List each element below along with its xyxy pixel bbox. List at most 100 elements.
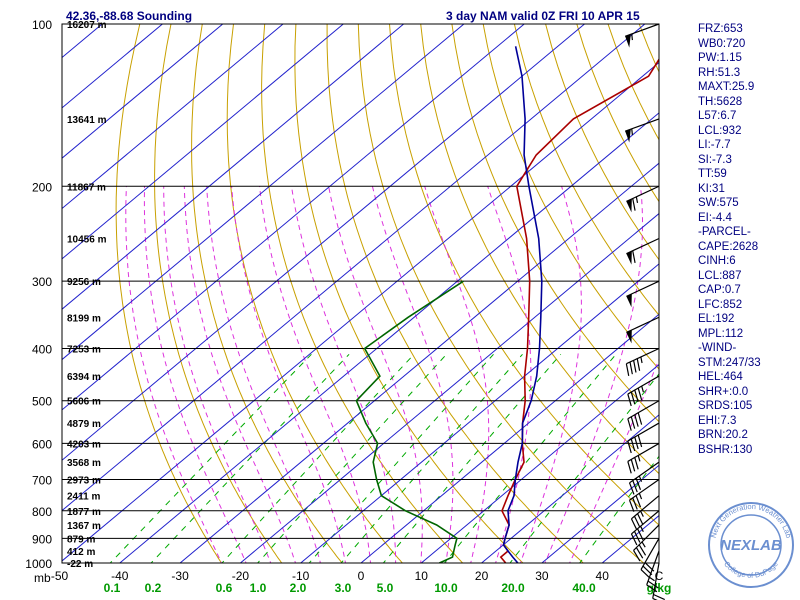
mixing-ratio-label: 10.0 — [434, 581, 458, 595]
wind-barb-full-feather — [629, 361, 633, 375]
dry-adiabat-line — [115, 24, 222, 563]
temperature-tick-label: 40 — [596, 569, 610, 583]
mixing-ratio-line — [443, 353, 617, 563]
wind-barbs — [624, 23, 665, 600]
wind-barb-shaft — [626, 347, 660, 365]
height-label: 11867 m — [67, 182, 106, 193]
dry-adiabat-line — [326, 24, 584, 563]
wind-barb-full-feather — [632, 250, 636, 264]
stability-index-item: BRN:20.2 — [698, 429, 748, 441]
moist-adiabat-line — [569, 358, 659, 563]
stability-index-item: MAXT:25.9 — [698, 81, 755, 93]
wind-barb-full-feather — [635, 478, 642, 490]
height-label: 4879 m — [67, 419, 101, 430]
wind-barb-full-feather — [634, 389, 639, 403]
temperature-tick-label: -10 — [292, 569, 310, 583]
wind-barb-half-feather — [638, 493, 643, 500]
wind-barb-flag — [626, 293, 632, 308]
dry-adiabat-line — [154, 24, 283, 563]
stability-index-item: HEL:464 — [698, 371, 743, 383]
wind-barb-full-feather — [637, 434, 643, 448]
wind-barb — [627, 400, 660, 431]
height-label: 3568 m — [67, 458, 101, 469]
isotherm-line — [62, 24, 526, 411]
wind-barb-half-feather — [640, 510, 644, 517]
dry-adiabat-line — [513, 24, 659, 316]
wind-barb-full-feather — [627, 461, 632, 474]
pressure-tick-label: 300 — [32, 275, 52, 289]
wind-barb-full-feather — [630, 438, 636, 452]
wind-barb — [630, 510, 660, 546]
moist-adiabat-line — [328, 186, 423, 563]
stability-index-item: FRZ:653 — [698, 23, 743, 35]
height-label: 9256 m — [67, 277, 101, 288]
temperature-tick-label: 20 — [475, 569, 489, 583]
wind-barb-half-feather — [638, 475, 643, 482]
height-label: 2973 m — [67, 476, 101, 487]
wind-barb-full-feather — [634, 414, 639, 427]
wind-barb-full-feather — [637, 513, 644, 526]
moist-adiabat-line — [143, 186, 247, 563]
moist-adiabat-line — [163, 186, 272, 563]
mixing-ratio-label: 5.0 — [377, 581, 394, 595]
wind-barb — [652, 562, 665, 600]
stability-index-item: -PARCEL- — [698, 226, 751, 238]
wind-barb-flag — [625, 129, 631, 143]
mixing-ratio-line — [150, 353, 350, 563]
stability-index-item: BSHR:130 — [698, 443, 753, 456]
stability-index-item: CINH:6 — [698, 255, 736, 267]
wind-barb-shaft — [627, 375, 660, 395]
logo-inner-ring — [720, 514, 782, 576]
dry-adiabat-line — [261, 24, 464, 563]
wind-barb — [630, 495, 660, 531]
wind-barb-full-feather — [630, 518, 638, 531]
height-label: 8199 m — [67, 313, 101, 324]
wind-barb-full-feather — [653, 593, 665, 600]
wind-barb-shaft — [646, 550, 660, 586]
temperature-tick-label: 0 — [358, 569, 365, 583]
height-label: 10456 m — [67, 234, 107, 245]
wind-barb-full-feather — [637, 528, 644, 541]
moist-adiabat-line — [519, 186, 582, 563]
isotherm-line — [480, 414, 659, 563]
wind-barb — [624, 118, 660, 143]
wind-barb-shaft — [624, 118, 660, 132]
wind-barb-full-feather — [633, 550, 641, 562]
wind-barb-full-feather — [632, 480, 638, 493]
dewpoint-profile-line — [355, 280, 464, 563]
stability-index-item: SRDS:105 — [698, 400, 753, 412]
wind-barb-full-feather — [630, 416, 636, 429]
wind-barb-full-feather — [646, 584, 658, 593]
wind-barb — [626, 316, 660, 344]
isotherm-line — [62, 24, 586, 461]
mixing-ratio-label: 40.0 — [572, 581, 596, 595]
wind-barb-half-feather — [631, 128, 633, 136]
wind-barb-full-feather — [634, 457, 639, 470]
wind-barb-shaft — [633, 524, 660, 551]
wind-barb — [626, 185, 660, 213]
pressure-tick-label: 600 — [32, 437, 52, 451]
wind-barb-shaft — [631, 495, 660, 520]
wind-barb-shaft — [627, 400, 660, 420]
moist-adiabat-line — [259, 186, 372, 563]
wind-barb-shaft — [627, 422, 660, 442]
wind-barb-full-feather — [635, 547, 644, 559]
wind-barb-full-feather — [632, 497, 638, 510]
wind-barb-full-feather — [627, 418, 632, 431]
logo-main-text: NEXLAB — [720, 537, 782, 554]
height-label: 5606 m — [67, 397, 101, 408]
stability-index-item: SW:575 — [698, 197, 739, 209]
temperature-tick-label: -50 — [51, 569, 69, 583]
wind-barb-full-feather — [633, 360, 637, 373]
wind-barb-full-feather — [628, 499, 635, 512]
wind-barb-full-feather — [636, 358, 641, 371]
height-label: -22 m — [67, 559, 93, 570]
wind-barb-full-feather — [635, 495, 642, 508]
wind-barb-full-feather — [652, 597, 658, 600]
wind-barb-flag — [626, 251, 632, 265]
pressure-tick-label: 400 — [32, 343, 52, 357]
pressure-tick-label: 700 — [32, 474, 52, 488]
mixing-ratio-label: 2.0 — [290, 581, 307, 595]
pressure-tick-label: 500 — [32, 395, 52, 409]
